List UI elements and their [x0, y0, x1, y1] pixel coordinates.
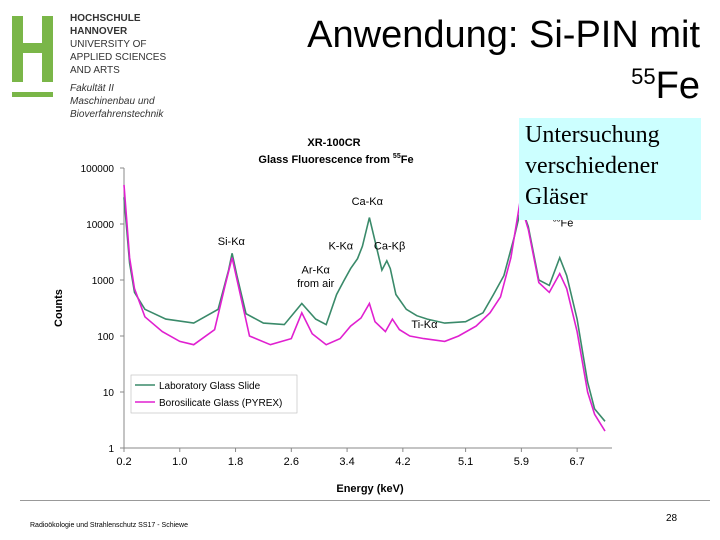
x-tick-label: 4.2 [395, 456, 410, 468]
logo-line: AND ARTS [70, 65, 120, 76]
y-tick-label: 100000 [81, 164, 115, 175]
peak-annotation: from air [297, 278, 335, 290]
y-tick-label: 10000 [86, 220, 114, 231]
y-tick-label: 1000 [92, 276, 115, 287]
x-tick-label: 5.1 [458, 456, 473, 468]
x-tick-label: 0.2 [116, 456, 131, 468]
legend-label: Borosilicate Glass (PYREX) [159, 398, 282, 409]
spectrum-chart: 100000 10000 1000 100 10 10.2 1.0 1.8 2.6 3.4 4.2 5… [53, 137, 612, 495]
chart-title: XR-100CR [307, 137, 360, 149]
faculty-line: Maschinenbau und [70, 96, 155, 107]
y-tick-label: 10 [103, 388, 115, 399]
y-axis-label: Counts [53, 289, 65, 327]
peak-label-fe: 55Fe [553, 217, 574, 230]
peak-annotation: K-Kα [328, 241, 353, 253]
h-logo-icon [12, 16, 53, 97]
y-tick-label: 1 [108, 444, 114, 455]
isotope-element: Fe [655, 65, 700, 107]
callout-line: Untersuchung [525, 122, 660, 148]
x-tick-label: 3.4 [339, 456, 354, 468]
legend-box [130, 374, 298, 414]
x-tick-label: 5.9 [514, 456, 529, 468]
chart-subtitle-text: Glass Fluorescence from [258, 154, 393, 166]
logo-line: UNIVERSITY OF [70, 39, 147, 50]
peak-label-elem: Fe [561, 218, 574, 230]
footer-text: Radioökologie und Strahlenschutz SS17 - … [30, 522, 188, 529]
legend-label: Laboratory Glass Slide [159, 381, 261, 392]
slide-title-isotope: 55Fe [631, 64, 700, 108]
chart-subtitle-iso: 55 [393, 153, 401, 160]
x-tick-label: 6.7 [569, 456, 584, 468]
peak-annotation: Si-Kα [218, 236, 246, 248]
callout-line: Gläser [525, 184, 588, 210]
series-line-pyrex [123, 184, 606, 432]
university-logo: HOCHSCHULE HANNOVER UNIVERSITY OF APPLIE… [8, 8, 168, 126]
logo-line: APPLIED SCIENCES [70, 52, 167, 63]
peak-annotation: Ti-Kα [411, 319, 438, 331]
x-tick-label: 1.8 [228, 456, 243, 468]
chart-subtitle-elem: Fe [401, 154, 414, 166]
logo-line: HOCHSCHULE [70, 13, 141, 24]
slide-title: Anwendung: Si-PIN mit [307, 14, 700, 56]
page-number: 28 [666, 513, 678, 524]
callout-box: Untersuchung verschiedener Gläser [519, 118, 701, 220]
isotope-mass: 55 [631, 64, 656, 89]
faculty-line: Bioverfahrenstechnik [70, 109, 164, 120]
peak-label-iso: 55 [553, 217, 561, 224]
faculty-text: Fakultät II Maschinenbau und Bioverfahre… [70, 82, 163, 121]
peak-annotation: Ca-Kα [352, 196, 384, 208]
x-axis-label: Energy (keV) [336, 483, 404, 495]
peak-annotation: Ca-Kβ [374, 241, 405, 253]
x-tick-label: 2.6 [284, 456, 299, 468]
x-tick-label: 1.0 [172, 456, 187, 468]
y-tick-label: 100 [97, 332, 114, 343]
footer-divider [20, 500, 710, 501]
peak-annotation: Ar-Kα [302, 265, 331, 277]
callout-line: verschiedener [525, 153, 659, 179]
chart-subtitle: Glass Fluorescence from 55Fe [258, 153, 413, 166]
faculty-line: Fakultät II [70, 83, 114, 94]
logo-text: HOCHSCHULE HANNOVER UNIVERSITY OF APPLIE… [70, 12, 166, 77]
logo-line: HANNOVER [70, 26, 128, 37]
